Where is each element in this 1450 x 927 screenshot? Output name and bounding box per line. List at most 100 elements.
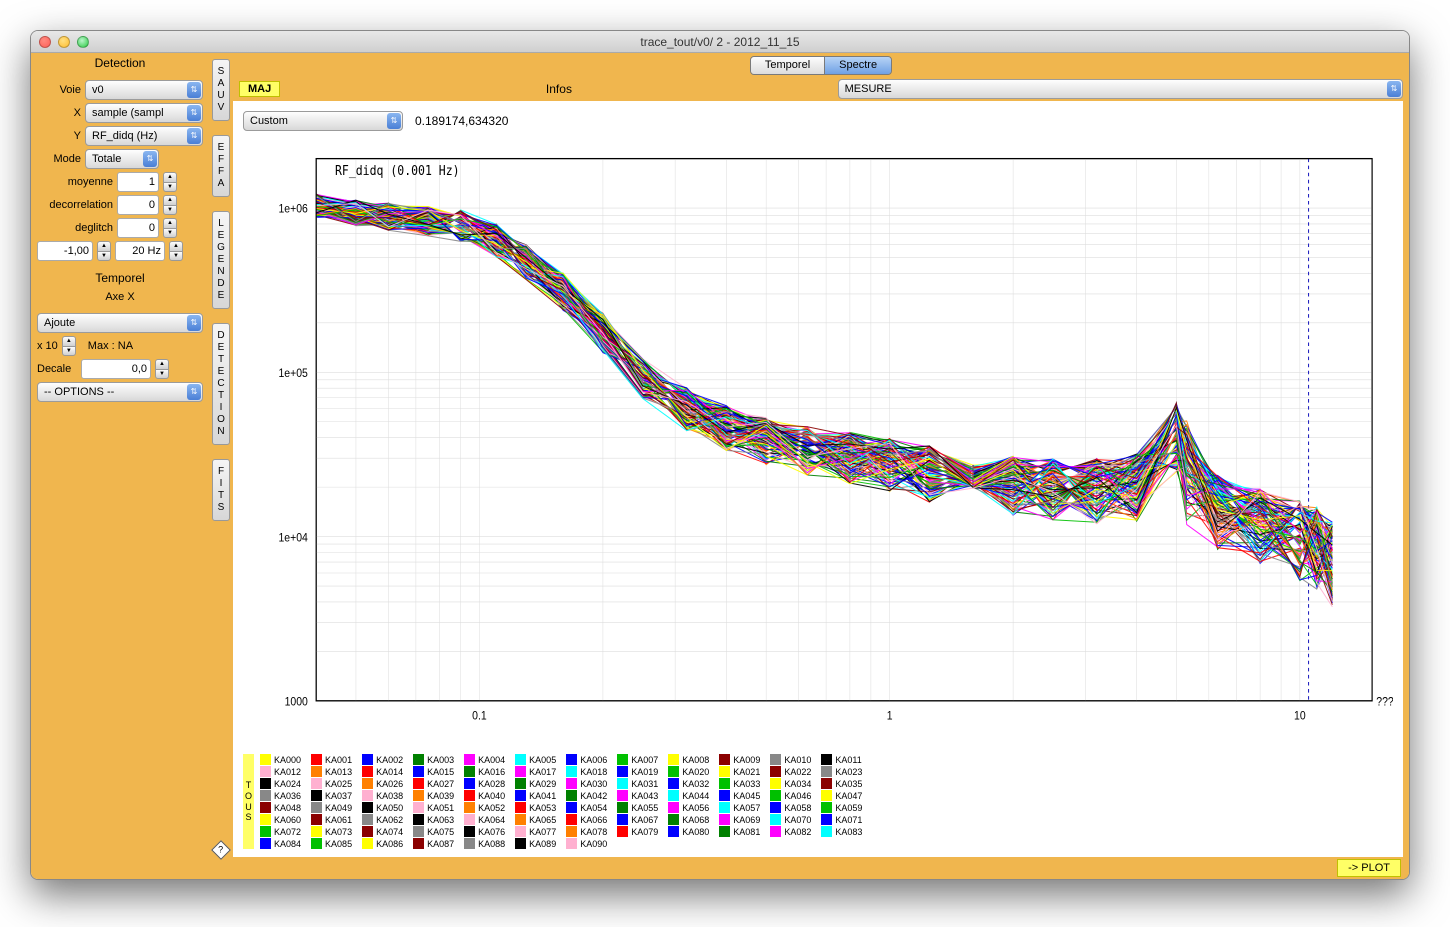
legend-item[interactable]: KA011 [821,754,862,765]
legend-item[interactable]: KA028 [464,778,505,789]
y-select[interactable]: RF_didq (Hz)⇅ [85,126,203,146]
legend-item[interactable]: KA017 [515,766,556,777]
legend-item[interactable]: KA064 [464,814,505,825]
legend-item[interactable]: KA085 [311,838,352,849]
legend-item[interactable]: KA002 [362,754,403,765]
legend-item[interactable]: KA014 [362,766,403,777]
x-select[interactable]: sample (sampl⇅ [85,103,203,123]
legend-item[interactable]: KA021 [719,766,760,777]
legend-item[interactable]: KA049 [311,802,352,813]
legend-item[interactable]: KA038 [362,790,403,801]
legend-item[interactable]: KA062 [362,814,403,825]
legend-item[interactable]: KA080 [668,826,709,837]
legend-item[interactable]: KA088 [464,838,505,849]
legend-item[interactable]: KA050 [362,802,403,813]
legend-item[interactable]: KA040 [464,790,505,801]
options-select[interactable]: -- OPTIONS --⇅ [37,382,203,402]
legend-item[interactable]: KA008 [668,754,709,765]
legend-item[interactable]: KA041 [515,790,556,801]
legend-item[interactable]: KA066 [566,814,607,825]
legend-item[interactable]: KA058 [770,802,811,813]
legend-item[interactable]: KA074 [362,826,403,837]
legend-item[interactable]: KA026 [362,778,403,789]
legend-item[interactable]: KA010 [770,754,811,765]
legend-item[interactable]: KA082 [770,826,811,837]
deglitch-input[interactable] [117,218,159,238]
legend-item[interactable]: KA061 [311,814,352,825]
legend-item[interactable]: KA005 [515,754,556,765]
legend-item[interactable]: KA054 [566,802,607,813]
legend-item[interactable]: KA069 [719,814,760,825]
decorrelation-stepper[interactable]: ▲▼ [163,195,177,215]
legend-item[interactable]: KA057 [719,802,760,813]
legend-item[interactable]: KA071 [821,814,862,825]
legend-item[interactable]: KA009 [719,754,760,765]
legend-item[interactable]: KA072 [260,826,301,837]
legend-item[interactable]: KA031 [617,778,658,789]
legend-item[interactable]: KA018 [566,766,607,777]
legend-item[interactable]: KA087 [413,838,454,849]
legend-item[interactable]: KA024 [260,778,301,789]
deglitch-stepper[interactable]: ▲▼ [163,218,177,238]
mode-select[interactable]: Totale⇅ [85,149,159,169]
lowcut-input[interactable] [37,241,93,261]
moyenne-stepper[interactable]: ▲▼ [163,172,177,192]
legend-item[interactable]: KA078 [566,826,607,837]
tab-spectre[interactable]: Spectre [824,57,891,74]
legend-item[interactable]: KA029 [515,778,556,789]
legend-item[interactable]: KA007 [617,754,658,765]
legend-item[interactable]: KA076 [464,826,505,837]
legend-item[interactable]: KA019 [617,766,658,777]
legend-item[interactable]: KA043 [617,790,658,801]
legend-item[interactable]: KA090 [566,838,607,849]
legend-item[interactable]: KA001 [311,754,352,765]
legend-item[interactable]: KA000 [260,754,301,765]
legend-item[interactable]: KA015 [413,766,454,777]
legend-item[interactable]: KA086 [362,838,403,849]
legend-item[interactable]: KA081 [719,826,760,837]
legend-item[interactable]: KA067 [617,814,658,825]
legend-item[interactable]: KA016 [464,766,505,777]
legend-item[interactable]: KA055 [617,802,658,813]
legend-item[interactable]: KA056 [668,802,709,813]
plot-area[interactable]: 0.111010001e+041e+051e+06RF_didq (0.001 … [243,135,1393,748]
legend-item[interactable]: KA070 [770,814,811,825]
legend-item[interactable]: KA006 [566,754,607,765]
legend-item[interactable]: KA004 [464,754,505,765]
legend-item[interactable]: KA012 [260,766,301,777]
maj-button[interactable]: MAJ [239,81,280,97]
decale-input[interactable] [81,359,151,379]
legend-item[interactable]: KA027 [413,778,454,789]
x10-stepper[interactable]: ▲▼ [62,336,76,356]
legend-item[interactable]: KA045 [719,790,760,801]
legend-item[interactable]: KA035 [821,778,862,789]
custom-select[interactable]: Custom⇅ [243,111,403,131]
sauv-button[interactable]: SAUV [212,59,230,121]
legend-item[interactable]: KA020 [668,766,709,777]
legend-item[interactable]: KA053 [515,802,556,813]
legend-item[interactable]: KA025 [311,778,352,789]
legend-item[interactable]: KA068 [668,814,709,825]
detection-button[interactable]: DETECTION [212,323,230,445]
legend-item[interactable]: KA036 [260,790,301,801]
voie-select[interactable]: v0⇅ [85,80,203,100]
legend-item[interactable]: KA084 [260,838,301,849]
legend-item[interactable]: KA059 [821,802,862,813]
decorrelation-input[interactable] [117,195,159,215]
tous-button[interactable]: TOUS [243,754,254,849]
legend-item[interactable]: KA042 [566,790,607,801]
lowcut-stepper[interactable]: ▲▼ [97,241,111,261]
legend-item[interactable]: KA075 [413,826,454,837]
mesure-select[interactable]: MESURE⇅ [838,79,1403,99]
legend-item[interactable]: KA089 [515,838,556,849]
legend-item[interactable]: KA039 [413,790,454,801]
freq-stepper[interactable]: ▲▼ [169,241,183,261]
legend-item[interactable]: KA083 [821,826,862,837]
tab-temporel[interactable]: Temporel [751,57,824,74]
legend-item[interactable]: KA077 [515,826,556,837]
legend-item[interactable]: KA065 [515,814,556,825]
legend-item[interactable]: KA060 [260,814,301,825]
legend-item[interactable]: KA022 [770,766,811,777]
fits-button[interactable]: FITS [212,459,230,521]
legend-item[interactable]: KA034 [770,778,811,789]
